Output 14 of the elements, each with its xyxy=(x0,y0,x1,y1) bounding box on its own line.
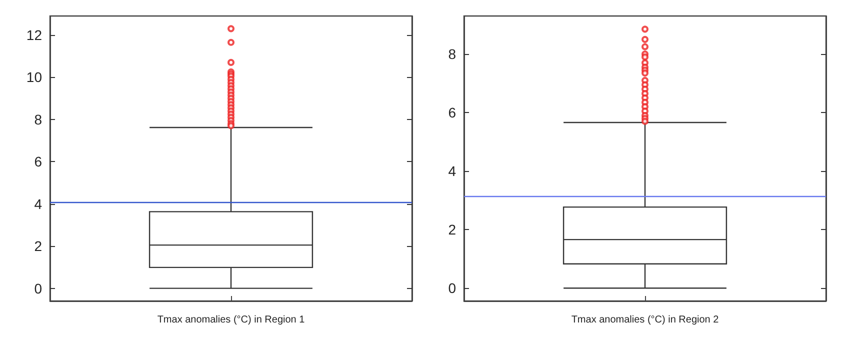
x-axis-title: Tmax anomalies (°C) in Region 2 xyxy=(571,314,720,326)
x-axis-title: Tmax anomalies (°C) in Region 1 xyxy=(157,314,306,326)
y-tick-label: 8 xyxy=(448,46,456,62)
y-tick-label: 4 xyxy=(448,163,456,180)
y-tick-label: 6 xyxy=(448,104,456,121)
y-tick-label: 2 xyxy=(448,222,456,238)
y-tick-label: 0 xyxy=(448,280,456,296)
y-tick-label: 0 xyxy=(34,280,42,296)
y-tick-label: 6 xyxy=(34,154,42,170)
y-tick-label: 10 xyxy=(26,69,42,86)
y-tick-label: 4 xyxy=(34,196,42,212)
y-tick-label: 12 xyxy=(26,27,42,43)
y-tick-label: 8 xyxy=(34,111,42,128)
y-tick-label: 2 xyxy=(34,238,42,254)
